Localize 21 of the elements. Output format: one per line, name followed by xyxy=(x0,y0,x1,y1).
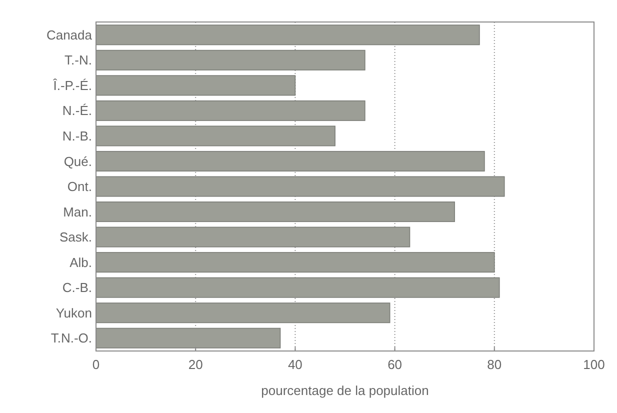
x-tick-label: 100 xyxy=(583,357,605,372)
x-axis-title: pourcentage de la population xyxy=(261,383,429,398)
y-tick-label: T.N.-O. xyxy=(50,330,92,346)
y-tick-label: Sask. xyxy=(59,230,92,245)
y-tick-label: Î.-P.-É. xyxy=(52,78,92,93)
y-tick-label: Alb. xyxy=(70,254,92,270)
y-tick-label: Man. xyxy=(63,204,92,220)
y-tick-label: Qué. xyxy=(64,154,92,169)
y-tick-label: N.-É. xyxy=(62,103,92,118)
y-tick-label: Canada xyxy=(46,27,93,42)
x-tick-label: 40 xyxy=(288,357,302,372)
y-tick-label: N.-B. xyxy=(62,128,92,144)
y-tick-label: C.-B. xyxy=(62,280,92,296)
bar xyxy=(96,328,281,348)
x-tick-label: 0 xyxy=(92,357,100,372)
y-tick-label: T.-N. xyxy=(64,52,92,68)
y-tick-label: Ont. xyxy=(67,179,92,194)
x-tick-label: 60 xyxy=(388,357,402,372)
y-tick-label: Yukon xyxy=(56,305,92,320)
x-tick-label: 80 xyxy=(487,357,502,372)
x-tick-label: 20 xyxy=(188,357,203,372)
